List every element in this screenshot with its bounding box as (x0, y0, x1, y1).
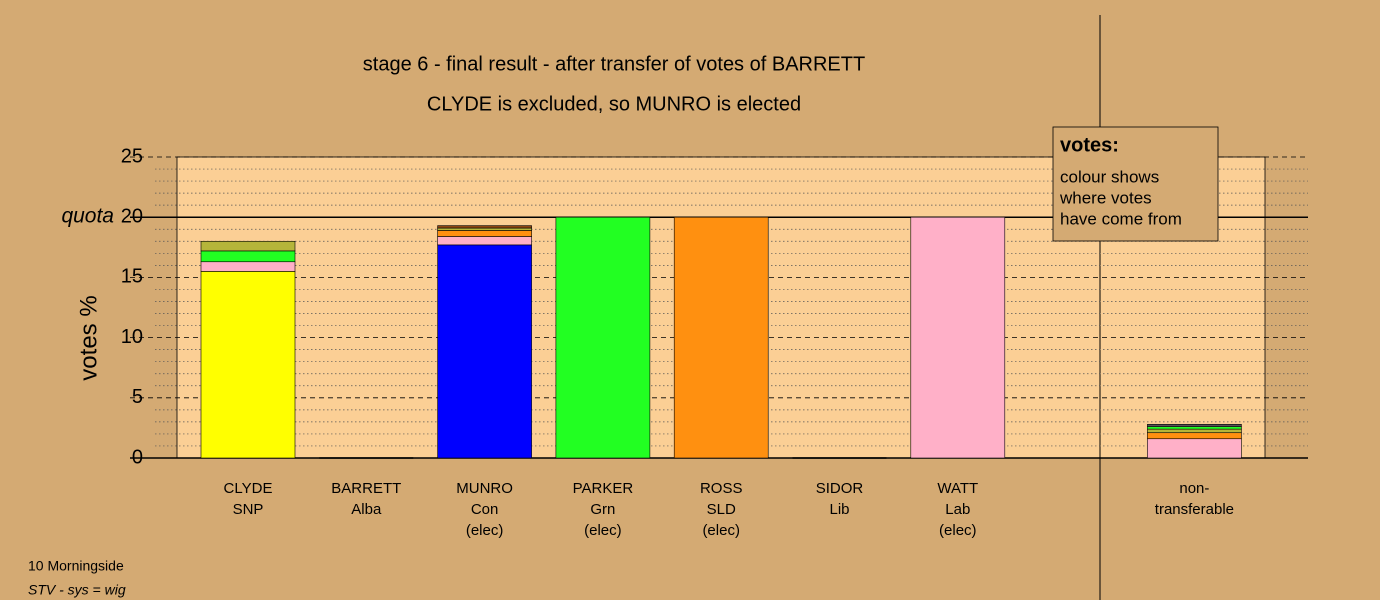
bar-segment (437, 227, 532, 231)
bar-segment (437, 236, 532, 246)
x-tick-label: SLD (707, 501, 736, 518)
bar-segment (1147, 423, 1242, 427)
bar-segment (1147, 426, 1242, 430)
bar-segment (200, 240, 296, 252)
x-tick-label: Grn (590, 501, 615, 518)
bar-segment (200, 250, 296, 263)
bar-segment (910, 216, 1006, 459)
x-tick-label: Con (471, 501, 499, 518)
chart-title: stage 6 - final result - after transfer … (363, 53, 865, 75)
bar-segment (555, 216, 651, 459)
quota-label: quota (61, 205, 114, 228)
bar-segment (1147, 438, 1242, 459)
x-tick-label: (elec) (584, 522, 622, 539)
bar-segment (200, 261, 296, 272)
x-tick-label: (elec) (702, 522, 740, 539)
y-tick-label: 5 (132, 386, 143, 408)
x-tick-label: Lib (829, 501, 849, 518)
x-tick-label: Lab (945, 501, 970, 518)
x-tick-label: SNP (233, 501, 264, 518)
y-tick-label: 10 (121, 326, 143, 348)
legend-title: votes: (1060, 134, 1119, 156)
footer: 10 Morningside (28, 558, 124, 574)
x-tick-label: PARKER (573, 480, 634, 497)
x-tick-label: MUNRO (456, 480, 513, 497)
y-tick-label: 20 (121, 205, 143, 227)
x-tick-label: non- (1179, 480, 1209, 497)
x-tick-label: SIDOR (816, 480, 864, 497)
legend-text: where votes (1059, 188, 1152, 207)
y-axis-label: votes % (75, 295, 102, 380)
chart-subtitle: CLYDE is excluded, so MUNRO is elected (427, 93, 801, 115)
bar-segment (673, 216, 769, 459)
bar-segment (437, 230, 532, 237)
legend-box (1052, 126, 1219, 242)
y-tick-label: 0 (132, 446, 143, 468)
y-tick-label: 25 (121, 145, 143, 167)
x-tick-label: BARRETT (331, 480, 401, 497)
bar-segment (437, 244, 532, 459)
x-tick-label: (elec) (466, 522, 504, 539)
x-tick-label: ROSS (700, 480, 743, 497)
bar-segment (437, 225, 532, 229)
footer: STV - sys = wig (28, 582, 126, 598)
bar-segment (1147, 432, 1242, 440)
legend-text: colour shows (1060, 167, 1159, 186)
x-tick-label: (elec) (939, 522, 977, 539)
x-tick-label: CLYDE (224, 480, 273, 497)
bar-segment (200, 271, 296, 459)
legend-text: have come from (1060, 209, 1182, 228)
plot: 0 5 10 15 20 25 quota CLYDE SNP BARRETT Alba MUNRO C… (61, 145, 1308, 539)
bar-segment (1147, 428, 1242, 434)
x-tick-label: Alba (351, 501, 382, 518)
x-tick-label: transferable (1155, 501, 1234, 518)
y-tick-label: 15 (121, 266, 143, 288)
x-tick-label: WATT (937, 480, 978, 497)
